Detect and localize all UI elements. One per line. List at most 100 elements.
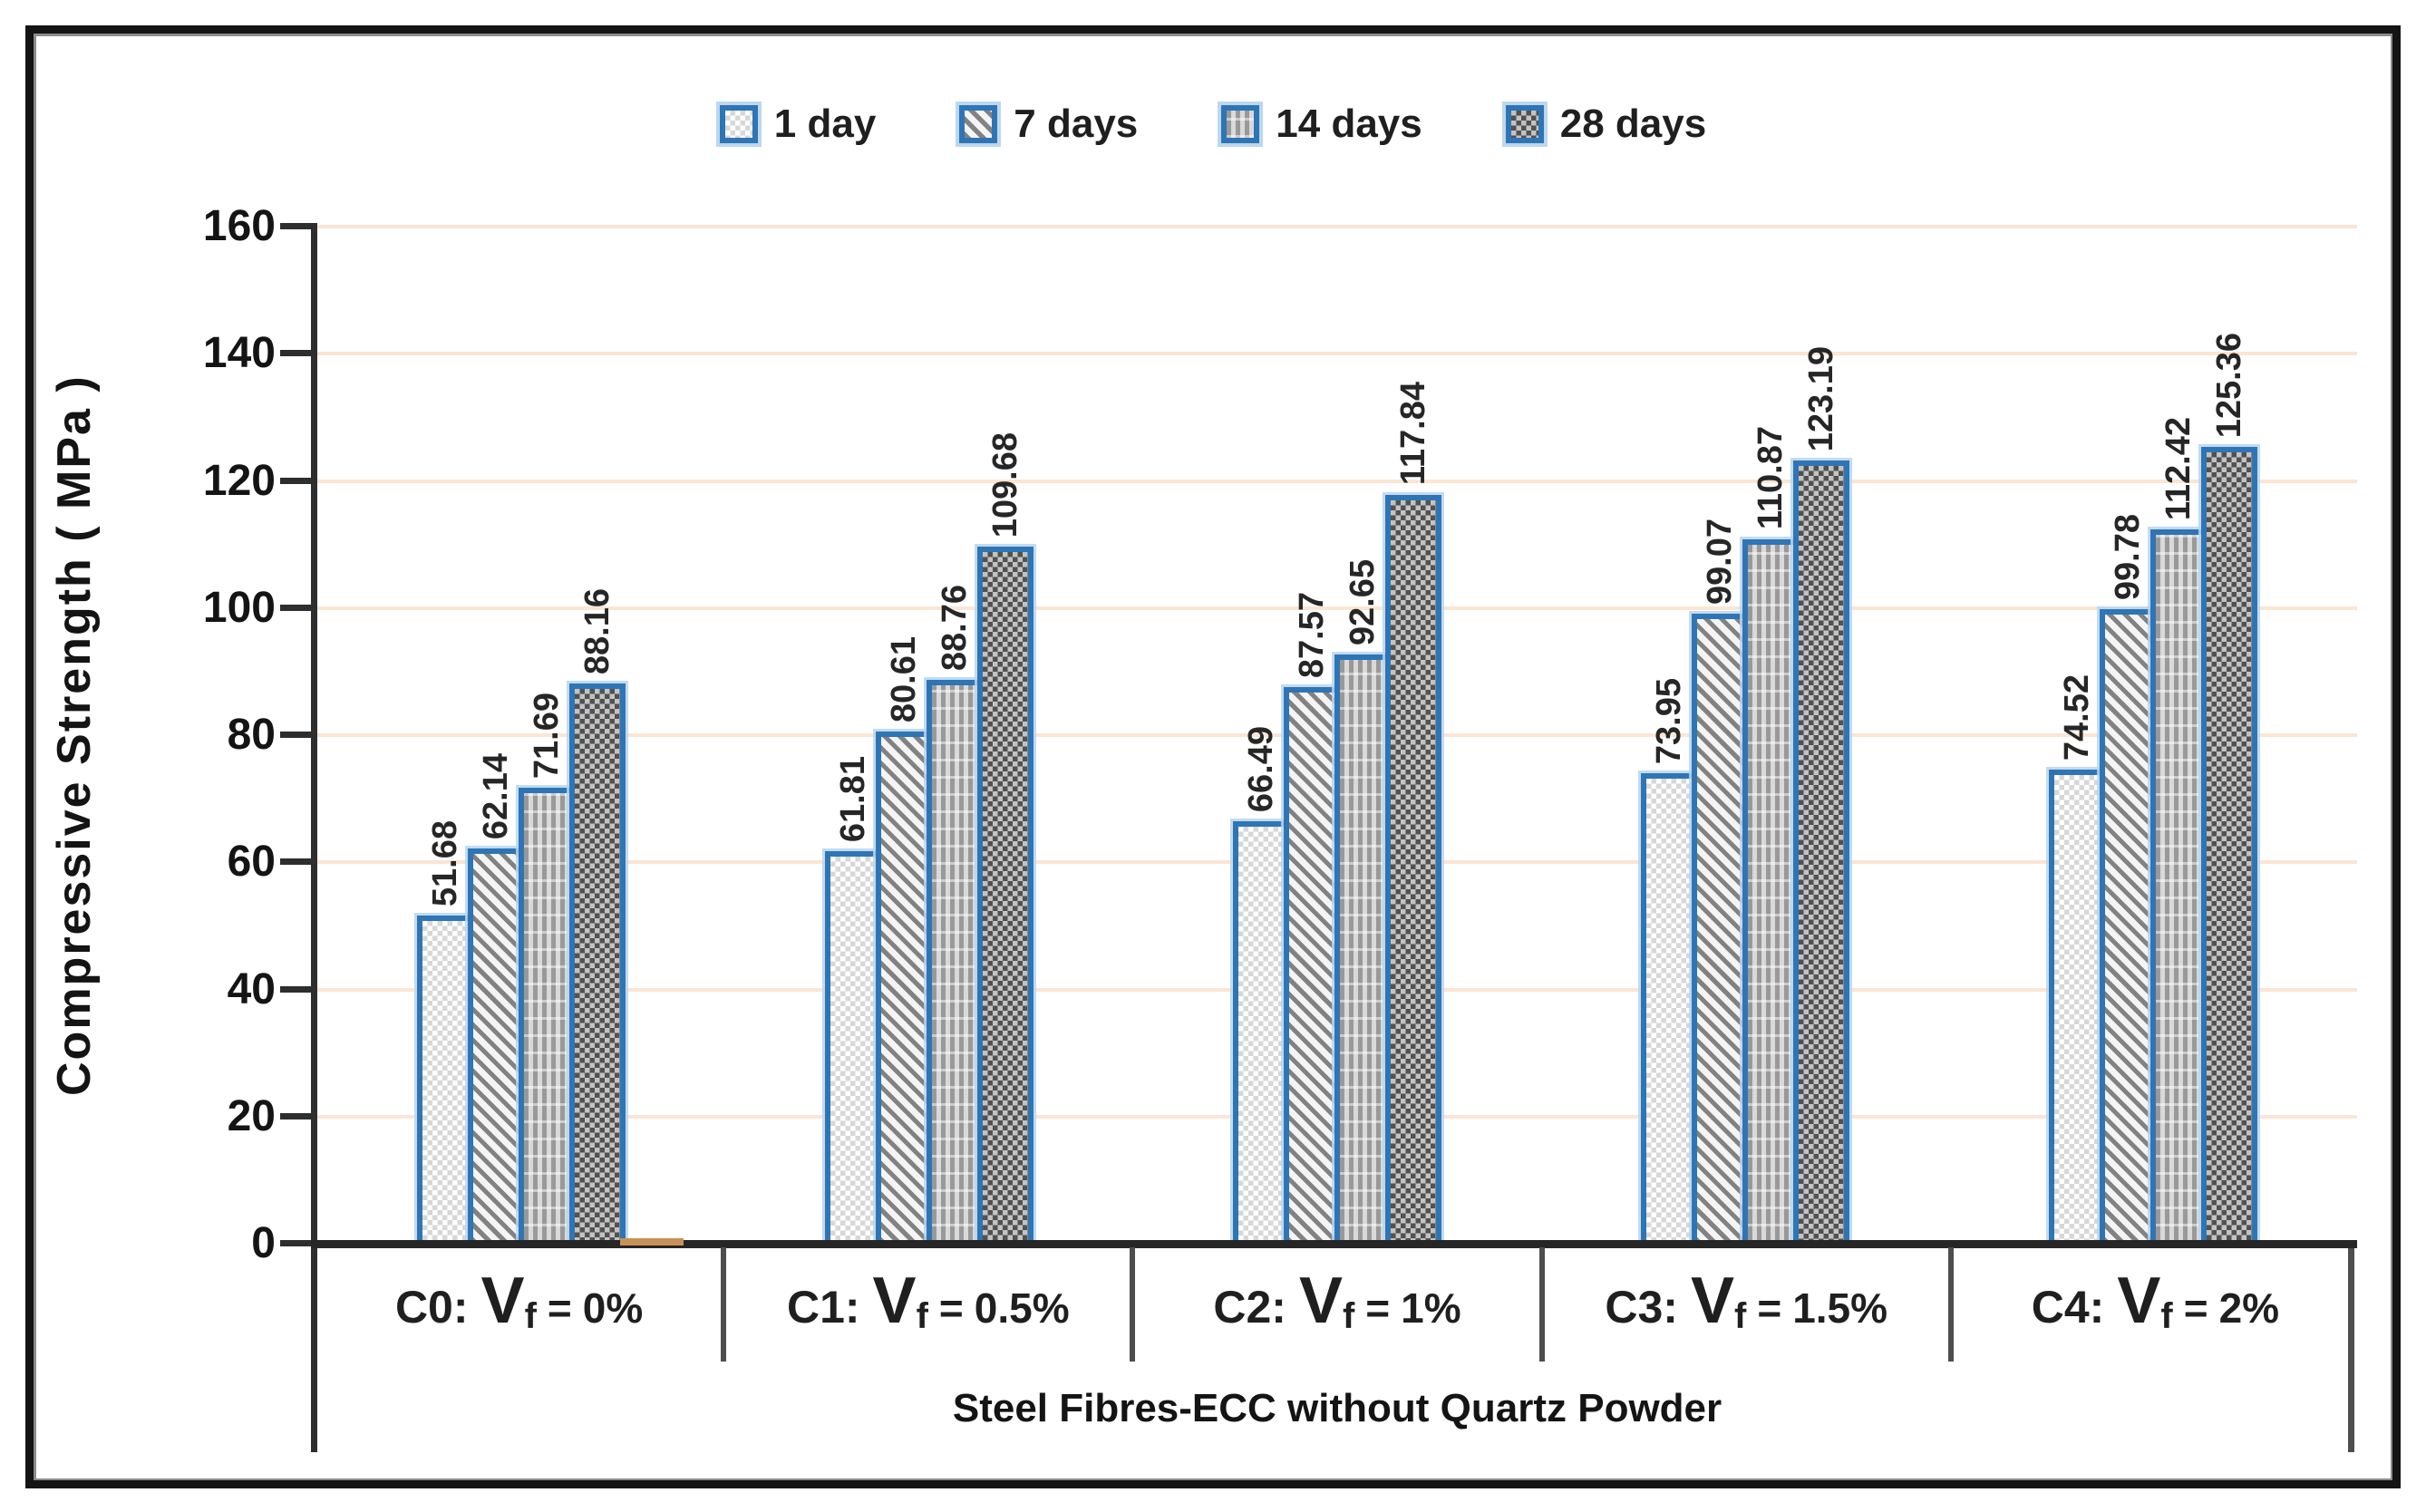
gridline xyxy=(317,225,2357,228)
bar: 88.16 xyxy=(569,588,626,1244)
y-tick xyxy=(280,477,317,484)
legend-item: 28 days xyxy=(1505,102,1706,147)
legend-swatch xyxy=(1505,105,1544,143)
category-bar-group: 51.68 62.14 71.69 88.16 xyxy=(317,227,725,1244)
bar-value-label: 66.49 xyxy=(1242,725,1280,812)
category-label-part: V xyxy=(1298,1265,1343,1337)
bar: 51.68 xyxy=(417,820,473,1244)
y-tick-label: 60 xyxy=(227,838,276,887)
bar: 99.07 xyxy=(1692,519,1748,1244)
bar: 112.42 xyxy=(2150,417,2207,1244)
plot-area: 51.68 62.14 71.69 88.16 61.81 80.61 88.76 109.6… xyxy=(203,205,2357,1452)
gridline xyxy=(317,606,2357,610)
bar-value-label: 125.36 xyxy=(2210,332,2248,438)
bar-value-label: 117.84 xyxy=(1394,382,1432,486)
y-tick xyxy=(280,1240,317,1246)
category-label-part: f xyxy=(2160,1296,2173,1336)
y-axis-line xyxy=(311,223,317,1452)
category-label-part: = xyxy=(2183,1284,2208,1332)
legend-swatch xyxy=(1221,105,1260,143)
y-tick-label: 120 xyxy=(202,456,276,505)
label-area-right-border xyxy=(2348,1247,2354,1452)
bar-value-label: 112.42 xyxy=(2159,416,2198,520)
bar: 109.68 xyxy=(977,432,1033,1244)
bar: 71.69 xyxy=(519,693,575,1244)
category-label-part: f xyxy=(916,1296,928,1336)
category-label-part: C1: xyxy=(786,1282,860,1333)
bar-value-label: 80.61 xyxy=(885,635,923,722)
bar-value-label: 99.07 xyxy=(1701,519,1739,606)
bar: 74.52 xyxy=(2049,674,2105,1244)
y-tick xyxy=(280,985,317,993)
bar-value-label: 71.69 xyxy=(528,693,566,780)
category-bar-group: 73.95 99.07 110.87 123.19 xyxy=(1541,227,1949,1244)
y-tick-label: 160 xyxy=(202,202,276,250)
category-bar-group: 61.81 80.61 88.76 109.68 xyxy=(725,227,1133,1244)
legend-swatch xyxy=(959,105,998,143)
bar: 92.65 xyxy=(1334,559,1391,1244)
legend-item: 14 days xyxy=(1221,102,1422,147)
bar: 87.57 xyxy=(1284,592,1340,1244)
bar-value-label: 74.52 xyxy=(2058,674,2096,761)
figure-border xyxy=(25,25,2401,1488)
bar-value-label: 51.68 xyxy=(426,819,464,906)
category-label-part: 0% xyxy=(582,1284,644,1332)
y-tick xyxy=(280,732,317,738)
bar-value-label: 92.65 xyxy=(1344,559,1382,646)
bar-value-label: 62.14 xyxy=(477,753,515,840)
y-tick-label: 0 xyxy=(251,1219,276,1267)
legend-label: 14 days xyxy=(1276,102,1422,146)
y-tick-label: 100 xyxy=(202,583,276,632)
x-axis-line xyxy=(311,1240,2357,1248)
category-label-part: = xyxy=(938,1284,964,1332)
bar-value-label: 88.16 xyxy=(578,587,616,674)
legend: 1 day 7 days 14 days 28 days xyxy=(0,102,2426,147)
category-label-part: = xyxy=(1757,1284,1782,1332)
category-label-part: 1.5% xyxy=(1792,1284,1888,1332)
bar-value-label: 110.87 xyxy=(1752,426,1790,530)
bar-value-label: 109.68 xyxy=(986,431,1024,538)
y-tick-label: 20 xyxy=(227,1091,276,1140)
y-tick-label: 80 xyxy=(227,711,276,759)
category-label-part: 1% xyxy=(1401,1284,1461,1332)
bar: 61.81 xyxy=(825,756,881,1244)
bar: 123.19 xyxy=(1793,346,1849,1244)
y-tick xyxy=(280,1112,317,1119)
category-label-part: V xyxy=(872,1265,917,1337)
category-label-part: V xyxy=(1690,1265,1734,1337)
gridline xyxy=(317,479,2357,483)
category-bar-group: 74.52 99.78 112.42 125.36 xyxy=(1949,227,2357,1244)
bar: 125.36 xyxy=(2201,333,2257,1244)
category-label-part: V xyxy=(480,1265,525,1337)
bar-value-label: 99.78 xyxy=(2109,514,2147,601)
bar-value-label: 87.57 xyxy=(1293,591,1331,678)
bar: 66.49 xyxy=(1233,726,1289,1244)
bar-value-label: 73.95 xyxy=(1650,678,1688,765)
legend-swatch xyxy=(719,105,758,143)
bar-value-label: 61.81 xyxy=(834,755,872,842)
bar-value-label: 88.76 xyxy=(936,584,974,671)
category-label-part: V xyxy=(2117,1265,2161,1337)
category-label-part: f xyxy=(1733,1296,1747,1336)
category-label-part: C4: xyxy=(2031,1282,2105,1333)
y-tick xyxy=(280,858,317,866)
bar: 62.14 xyxy=(468,753,524,1244)
bar: 73.95 xyxy=(1641,678,1697,1244)
category-label-part: f xyxy=(1342,1296,1355,1336)
category-label-part: = xyxy=(547,1284,572,1332)
legend-label: 1 day xyxy=(773,102,877,146)
category-label-part: f xyxy=(524,1296,537,1336)
x-axis-title: Steel Fibres-ECC without Quartz Powder xyxy=(952,1386,1722,1430)
category-label-part: C3: xyxy=(1605,1282,1678,1333)
bar: 80.61 xyxy=(876,636,932,1244)
bar: 117.84 xyxy=(1385,382,1441,1244)
category-label-part: 0.5% xyxy=(974,1284,1070,1332)
bar-groups: 51.68 62.14 71.69 88.16 61.81 80.61 88.76 109.6… xyxy=(317,227,2357,1244)
